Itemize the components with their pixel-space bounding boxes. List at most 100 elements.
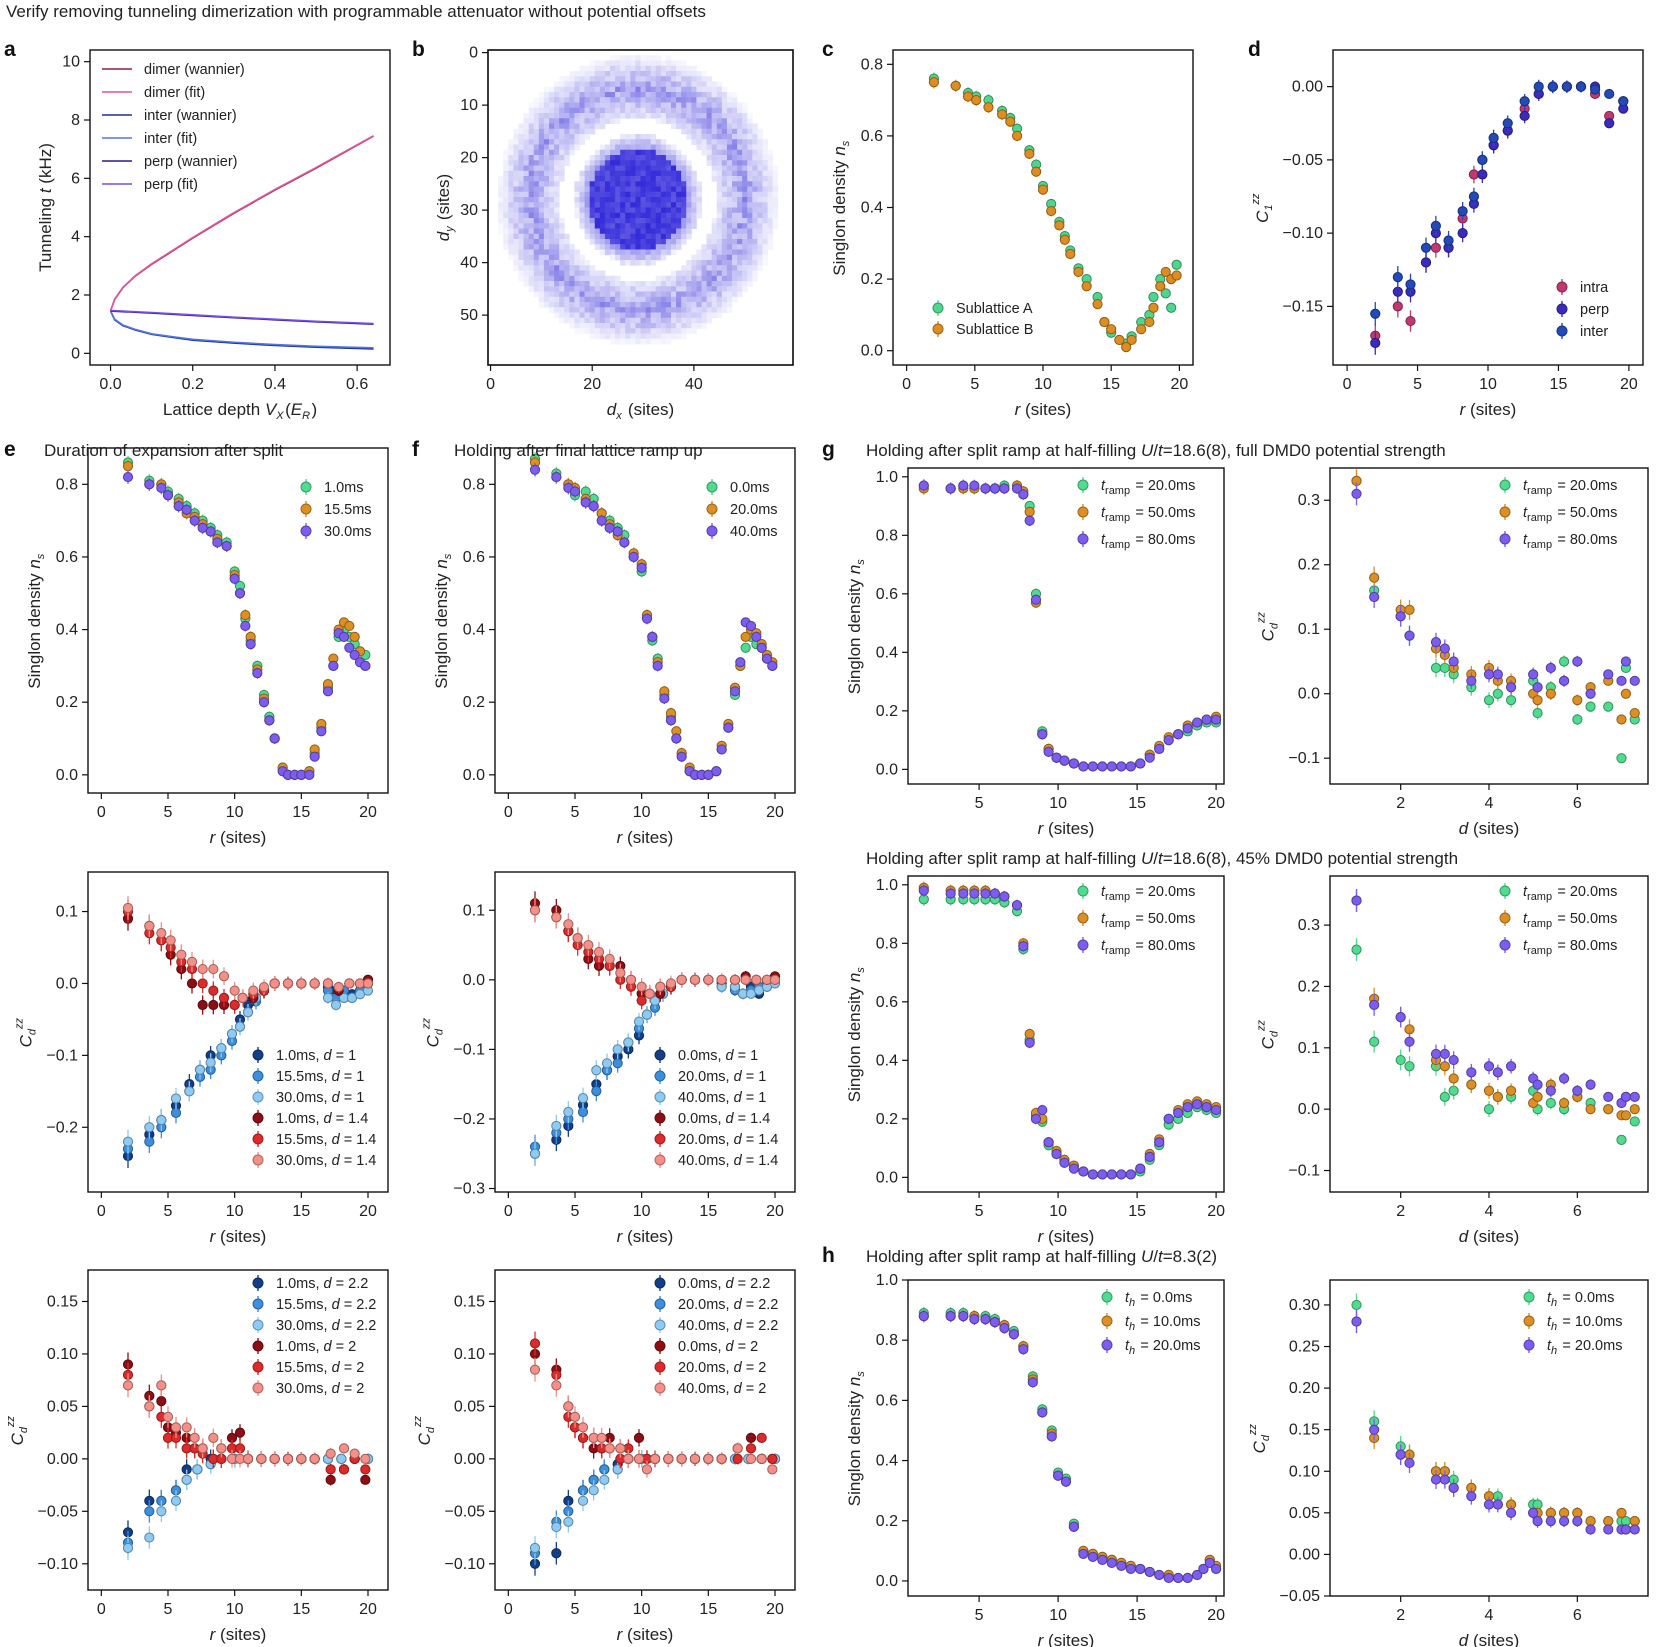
data-point [633, 1432, 645, 1443]
heatmap-cell [660, 239, 667, 245]
heatmap-cell [584, 207, 591, 214]
heatmap-cell [594, 186, 601, 193]
heatmap-cell [640, 134, 646, 140]
legend-label: 30.0ms, d = 1 [276, 1090, 364, 1106]
y-tick-label: 0.4 [876, 644, 898, 661]
heatmap-cell [533, 170, 540, 177]
heatmap-cell [630, 144, 636, 151]
heatmap-cell [726, 134, 733, 140]
heatmap-cell [671, 191, 677, 198]
heatmap-cell [711, 92, 718, 98]
heatmap-cell [655, 317, 662, 324]
heatmap-cell [574, 186, 580, 193]
heatmap-cell [686, 233, 692, 240]
heatmap-cell [732, 102, 738, 109]
heatmap-cell [716, 223, 723, 229]
heatmap-cell [686, 207, 692, 214]
y-axis-label: Cdzz [412, 1415, 437, 1446]
y-tick-label: 0.0 [876, 1573, 898, 1590]
heatmap-cell [645, 254, 652, 261]
heatmap-cell [518, 149, 524, 156]
heatmap-cell [599, 155, 606, 161]
x-tick-label: 20 [359, 1203, 377, 1220]
data-point [252, 668, 263, 679]
heatmap-cell [762, 186, 768, 193]
heatmap-cell [625, 144, 631, 151]
data-point [1395, 1054, 1406, 1066]
heatmap-cell [554, 144, 560, 151]
heatmap-cell [630, 207, 636, 214]
heatmap-cell [732, 286, 738, 292]
heatmap-cell [640, 323, 646, 329]
heatmap-cell [549, 155, 555, 161]
heatmap-cell [564, 249, 570, 256]
data-point [729, 686, 741, 697]
heatmap-cell [503, 233, 509, 240]
chart-e3: 0 5 10 15 200.150.100.050.00−0.05−0.10r (sit… [5, 1269, 389, 1644]
heatmap-cell [645, 155, 652, 161]
heatmap-cell [650, 81, 657, 88]
heatmap-cell [676, 97, 682, 103]
heatmap-cell [671, 160, 677, 166]
heatmap-cell [559, 286, 565, 292]
heatmap-cell [599, 307, 606, 313]
heatmap-cell [747, 249, 753, 256]
heatmap-cell [620, 302, 626, 308]
heatmap-cell [665, 212, 672, 219]
heatmap-cell [508, 249, 514, 256]
heatmap-cell [660, 223, 667, 229]
y-tick-label: 0.1 [56, 904, 78, 921]
heatmap-cell [691, 323, 697, 329]
heatmap-cell [691, 76, 697, 82]
heatmap-cell [630, 249, 636, 256]
heatmap-cell [615, 55, 621, 61]
heatmap-cell [696, 275, 702, 282]
heatmap-cell [604, 223, 611, 229]
heatmap-cell [549, 134, 555, 140]
heatmap-cell [543, 260, 550, 266]
heatmap-cell [706, 76, 713, 82]
heatmap-cell [747, 113, 753, 119]
heatmap-cell [589, 312, 596, 319]
data-point [156, 928, 167, 939]
heatmap-cell [584, 65, 591, 72]
heatmap-cell [747, 233, 753, 240]
heatmap-cell [625, 55, 631, 61]
heatmap-cell [579, 128, 585, 135]
heatmap-cell [528, 207, 535, 214]
heatmap-cell [660, 233, 667, 240]
heatmap-cell [706, 149, 713, 156]
heatmap-cell [508, 254, 514, 261]
data-point [1603, 1091, 1614, 1102]
heatmap-cell [584, 176, 591, 182]
data-point [649, 995, 661, 1006]
heatmap-cell [772, 176, 779, 182]
axes-frame [87, 447, 389, 794]
data-point [529, 464, 541, 475]
heatmap-cell [523, 270, 530, 277]
data-point [740, 642, 751, 653]
heatmap-cell [630, 244, 636, 250]
heatmap-cell [660, 107, 667, 114]
data-point [918, 480, 929, 491]
heatmap-cell [610, 71, 616, 77]
heatmap-cell [671, 228, 677, 235]
heatmap-cell [564, 239, 570, 245]
heatmap-cell [589, 197, 596, 203]
heatmap-cell [640, 218, 646, 224]
heatmap-cell [599, 65, 606, 72]
x-tick-label: 5 [164, 804, 173, 821]
data-point [1629, 1091, 1640, 1102]
heatmap-cell [549, 92, 555, 98]
heatmap-cell [681, 281, 687, 287]
heatmap-cell [533, 233, 540, 240]
heatmap-cell [726, 244, 733, 250]
heatmap-cell [508, 207, 514, 214]
heatmap-cell [630, 202, 636, 208]
heatmap-cell [528, 202, 535, 208]
heatmap-cell [747, 265, 753, 271]
heatmap-cell [579, 81, 585, 88]
heatmap-cell [676, 281, 682, 287]
data-point [1051, 1148, 1062, 1160]
heatmap-cell [599, 328, 606, 334]
